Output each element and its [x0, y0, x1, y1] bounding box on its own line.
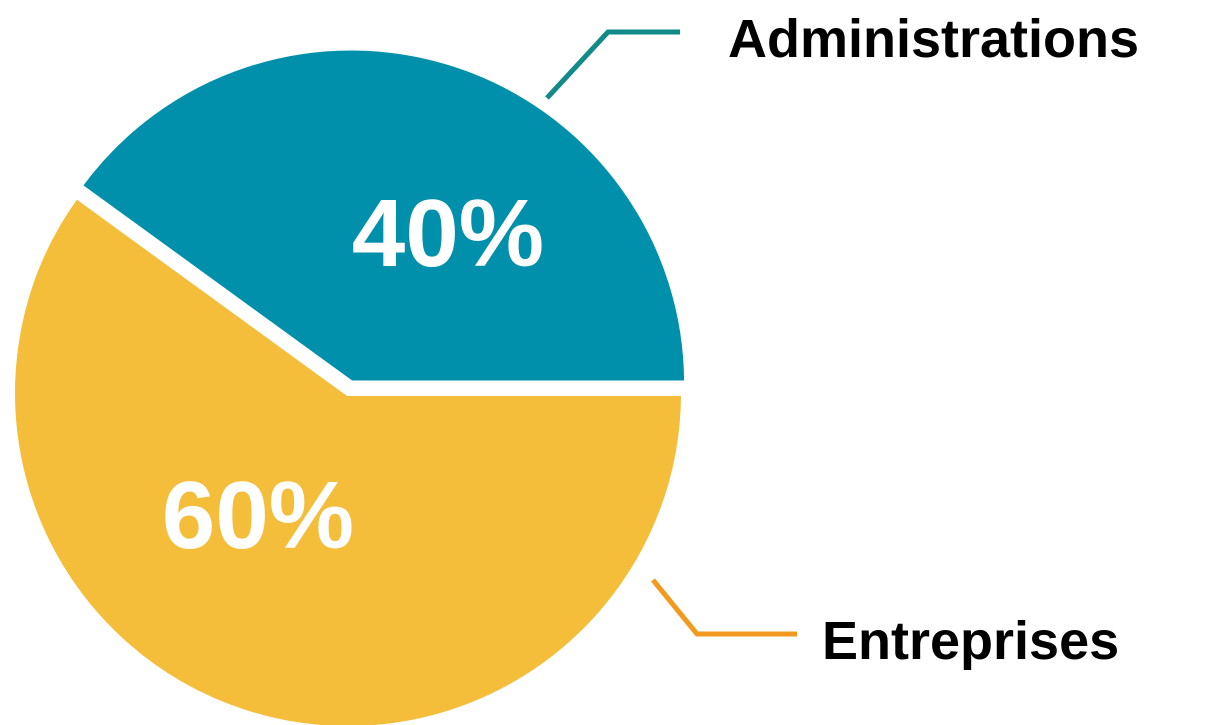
category-label-administrations: Administrations: [728, 9, 1139, 69]
slice-value-label-entreprises: 60%: [162, 462, 354, 569]
leader-line-administrations: [545, 29, 680, 100]
chart-labels: 40% 60% Administrations Entreprises: [162, 9, 1139, 671]
pie-slice-administrations: [75, 44, 691, 387]
leader-line-entreprises: [651, 578, 797, 637]
leader-lines: [545, 29, 797, 637]
slice-value-label-administrations: 40%: [352, 180, 544, 287]
pie-slices: [9, 44, 691, 725]
category-label-entreprises: Entreprises: [822, 611, 1119, 671]
pie-slice-entreprises: [9, 191, 688, 725]
